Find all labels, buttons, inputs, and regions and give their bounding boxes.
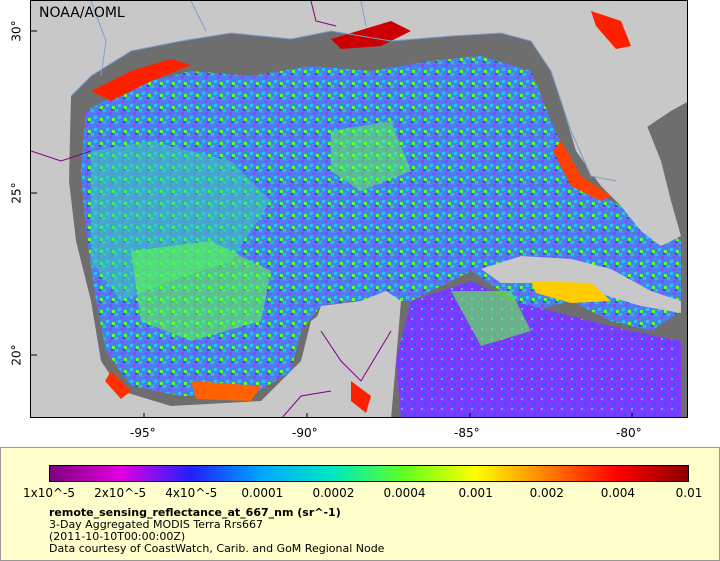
border-mx — [31, 150, 92, 162]
map-panel[interactable]: NOAA/AOML — [30, 0, 688, 418]
coastal-high-la — [331, 21, 411, 49]
lat-tick-label: 25° — [9, 182, 24, 204]
green-patch-1 — [131, 241, 271, 341]
green-patch-2 — [331, 121, 411, 191]
colorbar-tick-label: 0.004 — [600, 486, 636, 500]
coastal-high-yuc — [351, 381, 371, 413]
florida-land — [551, 31, 681, 246]
lon-tick-label: -85° — [454, 426, 480, 440]
legend-panel: 1x10^-5 2x10^-5 4x10^-5 0.0001 0.0002 0.0004 0… — [0, 447, 720, 561]
green-patch-3 — [451, 291, 531, 346]
coastline — [70, 30, 617, 182]
colorbar-tick-label: 0.001 — [458, 486, 493, 500]
river-2 — [190, 1, 207, 32]
colorbar-tick-label: 0.002 — [529, 486, 564, 500]
colorbar-tick-label: 0.0004 — [383, 486, 426, 500]
lon-tick-marks — [143, 413, 633, 417]
border-guat — [282, 390, 332, 417]
map-canvas — [31, 1, 687, 417]
colorbar-tick-label: 1x10^-5 — [22, 486, 76, 500]
legend-description: 3-Day Aggregated MODIS Terra Rrs667 — [49, 518, 263, 531]
lat-tick-label: 20° — [9, 344, 24, 366]
coastal-high-fl — [553, 141, 611, 201]
map-credit: NOAA/AOML — [39, 5, 125, 21]
colorbar-tick-label: 0.0002 — [312, 486, 355, 500]
legend-date: (2011-10-10T00:00:00Z) — [49, 530, 186, 543]
river-1 — [90, 1, 107, 77]
lat-tick-label: 30° — [9, 20, 24, 42]
colorbar-tick-label: 4x10^-5 — [165, 486, 218, 500]
colorbar-tick-label: 2x10^-5 — [94, 486, 147, 500]
lon-tick-label: -95° — [130, 426, 156, 440]
coastal-high-ne — [591, 11, 631, 49]
legend-variable: remote_sensing_reflectance_at_667_nm (sr… — [49, 506, 341, 519]
lon-tick-label: -80° — [616, 426, 642, 440]
colorbar-tick-label: 0.0001 — [241, 486, 284, 500]
coastal-high-north — [91, 59, 191, 101]
coastal-high-cuba — [531, 281, 611, 303]
lon-tick-label: -90° — [292, 426, 318, 440]
border-yuc — [320, 330, 392, 382]
legend-courtesy: Data courtesy of CoastWatch, Carib. and … — [49, 542, 385, 555]
border-us — [310, 1, 337, 27]
colorbar — [49, 465, 689, 482]
coastal-high-bay — [191, 381, 261, 401]
coastal-high-sw — [105, 371, 131, 399]
colorbar-tick-label: 0.01 — [675, 486, 703, 500]
lat-tick-marks — [31, 30, 37, 356]
river-3 — [360, 1, 367, 27]
